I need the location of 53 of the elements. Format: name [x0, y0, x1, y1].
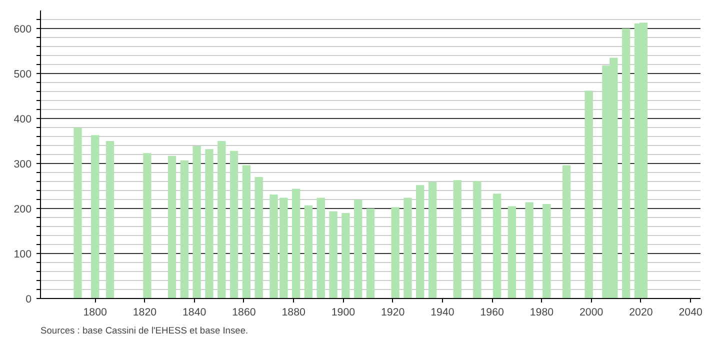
bar: [542, 204, 551, 298]
bar: [304, 205, 313, 298]
x-tick-label: 1860: [232, 306, 256, 318]
x-tick-label: 1880: [282, 306, 306, 318]
y-tick-label: 500: [14, 68, 32, 80]
bar: [508, 206, 516, 298]
x-tick-label: 1960: [480, 306, 504, 318]
x-tick-label: 1940: [430, 306, 454, 318]
bar: [74, 128, 82, 298]
x-tick-label: 2020: [629, 306, 653, 318]
bar: [404, 198, 412, 298]
x-tick-label: 2040: [678, 306, 702, 318]
x-tick-label: 1840: [182, 306, 206, 318]
bar: [562, 165, 571, 298]
bar: [428, 182, 437, 298]
bar: [366, 208, 375, 298]
bar: [180, 160, 189, 298]
bar: [329, 211, 338, 298]
source-note: Sources : base Cassini de l'EHESS et base Insee.: [40, 326, 248, 336]
bar: [525, 202, 534, 298]
bar: [342, 213, 350, 298]
bar: [205, 149, 214, 298]
bar: [416, 185, 424, 298]
x-tick-label: 1800: [83, 306, 108, 318]
bar: [354, 200, 362, 298]
y-tick-label: 100: [14, 248, 32, 260]
x-tick-label: 1900: [331, 306, 356, 318]
bar: [218, 141, 226, 298]
bar: [453, 180, 462, 298]
bar: [90, 135, 100, 298]
bar: [192, 146, 201, 298]
bar: [143, 153, 152, 298]
x-tick-label: 2000: [579, 306, 604, 318]
bar: [391, 207, 400, 298]
y-tick-label: 400: [14, 114, 32, 126]
bar: [230, 150, 238, 298]
bar: [622, 28, 630, 298]
y-tick-label: 0: [26, 294, 32, 306]
y-tick-label: 300: [14, 158, 32, 170]
x-tick-label: 1980: [530, 306, 554, 318]
bar: [584, 90, 593, 298]
bar: [168, 156, 176, 298]
bar: [106, 141, 114, 298]
bar: [492, 194, 502, 298]
bar: [292, 188, 300, 298]
y-tick-label: 600: [14, 24, 32, 36]
y-tick-label: 200: [14, 204, 32, 216]
bar: [254, 177, 263, 298]
bar: [473, 181, 482, 298]
bar: [316, 198, 325, 298]
bar: [242, 165, 251, 298]
x-tick-label: 1820: [132, 306, 157, 318]
x-tick-label: 1920: [380, 306, 405, 318]
